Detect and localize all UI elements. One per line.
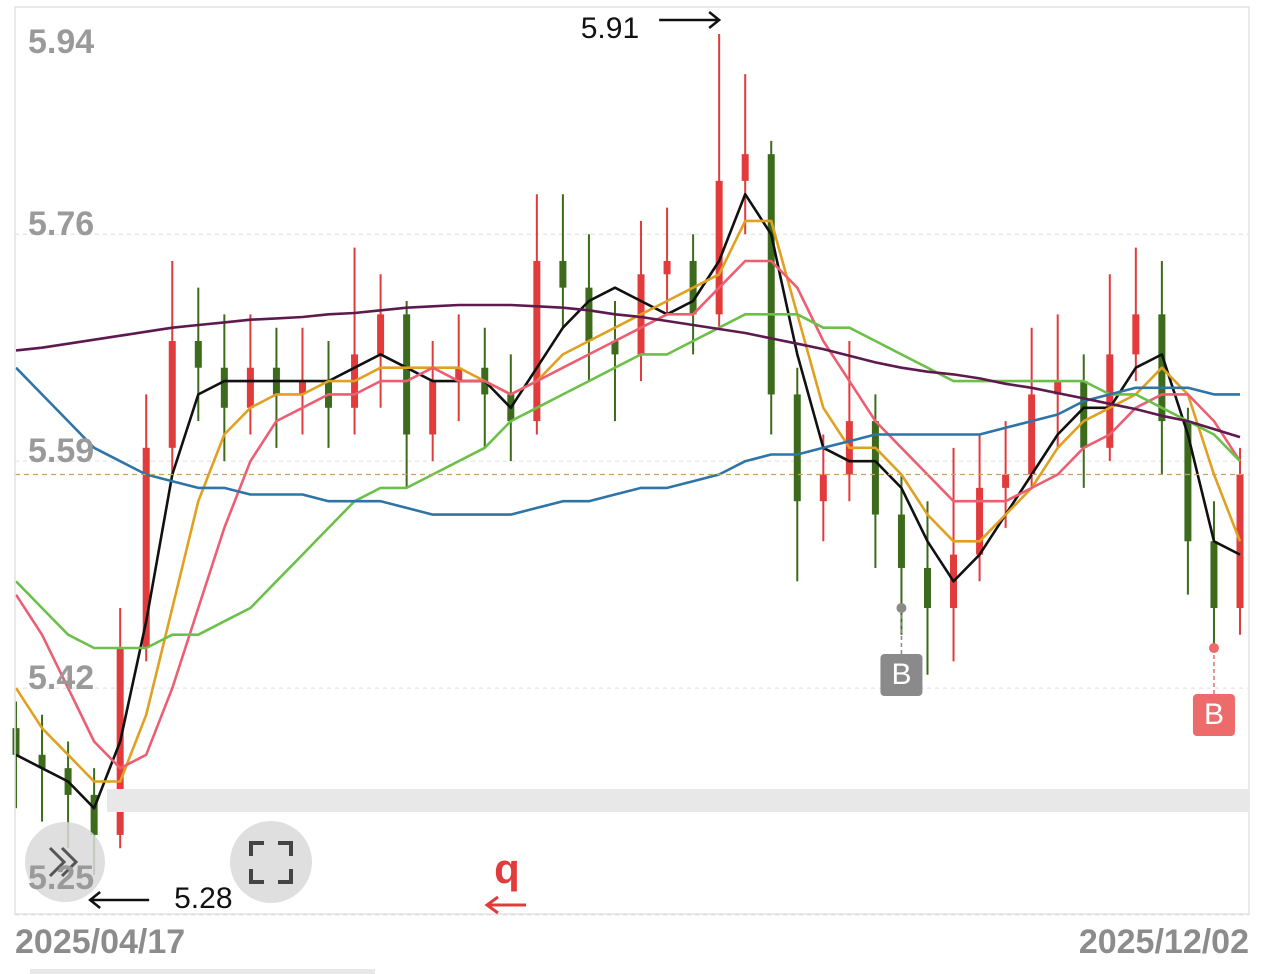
candle-body <box>923 567 931 608</box>
y-tick-label: 5.25 <box>28 859 94 897</box>
marker-badge <box>1192 694 1235 737</box>
candle-body <box>1132 314 1140 355</box>
candle-body <box>90 794 98 835</box>
candle-body <box>1106 354 1114 448</box>
marker-badge <box>880 654 923 696</box>
candle-body <box>585 287 593 342</box>
candle-body <box>38 754 46 769</box>
moving-average-line <box>15 313 1241 650</box>
min-price-label: 5.28 <box>174 882 232 915</box>
plot-area <box>12 34 1249 916</box>
moving-average-line <box>14 219 1242 783</box>
candle-body <box>429 381 437 435</box>
candle-body <box>767 154 775 395</box>
candle-body <box>142 447 150 649</box>
candle-body <box>403 314 411 435</box>
candle-body <box>1184 421 1192 542</box>
button-bg[interactable] <box>230 821 312 903</box>
candle-body <box>12 728 20 755</box>
y-tick-label: 5.94 <box>28 23 94 61</box>
x-tick-label: 2025/12/02 <box>1079 923 1249 961</box>
fullscreen-icon <box>249 841 293 884</box>
marker-label: B <box>1204 698 1224 731</box>
candle-body <box>1002 474 1010 488</box>
candle-body <box>533 260 541 422</box>
candle-body <box>246 367 254 408</box>
moving-average-line <box>14 259 1242 770</box>
candle-body <box>377 314 385 355</box>
chevron-icon <box>48 846 79 878</box>
y-tick-label: 5.76 <box>28 205 94 243</box>
candle-body <box>871 421 879 515</box>
candle-body <box>168 341 176 448</box>
max-price-label: 5.91 <box>581 12 639 45</box>
bottom-handle <box>30 969 375 974</box>
y-tick-label: 5.59 <box>28 432 94 470</box>
shortcut-label[interactable]: q <box>494 845 520 892</box>
x-tick-label: 2025/04/17 <box>15 923 185 961</box>
candle-body <box>741 154 749 181</box>
moving-average-line <box>15 303 1241 439</box>
candle-body <box>793 394 801 502</box>
candle-body <box>1028 394 1036 475</box>
expand-button[interactable] <box>25 822 105 902</box>
candle-body <box>663 260 671 275</box>
candle-body <box>611 341 619 355</box>
candle-body <box>897 514 905 568</box>
candle-body <box>1054 381 1062 395</box>
plot-border <box>14 6 1250 915</box>
candle-body <box>298 381 306 395</box>
shortcut-arrow <box>484 895 526 915</box>
candle-body <box>1210 541 1218 608</box>
candle-body <box>715 180 723 315</box>
candle-body <box>559 260 567 288</box>
moving-average-line <box>15 192 1241 810</box>
candle-body <box>1080 381 1088 448</box>
scroll-bar[interactable] <box>107 789 1249 812</box>
moving-average-line <box>15 366 1240 516</box>
candle-body <box>194 341 202 368</box>
candle-body <box>220 367 228 408</box>
candle-body <box>819 474 827 502</box>
marker-label: B <box>891 658 911 691</box>
candle-body <box>455 367 463 382</box>
fullscreen-button[interactable] <box>230 821 312 903</box>
y-tick-label: 5.42 <box>28 659 94 697</box>
candle-body <box>976 487 984 555</box>
max-arrow <box>659 11 722 29</box>
min-arrow <box>88 891 150 909</box>
